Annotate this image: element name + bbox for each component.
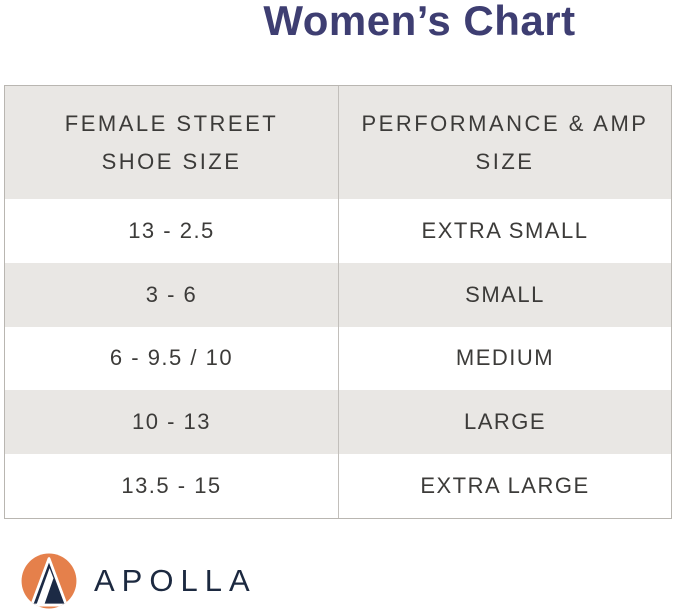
brand-name: APOLLA	[94, 563, 257, 598]
size-chart-table: FEMALE STREET SHOE SIZE PERFORMANCE & AM…	[4, 85, 672, 519]
table-cell-shoe-size: 6 - 9.5 / 10	[109, 345, 234, 371]
table-cell-garment-size: EXTRA SMALL	[338, 199, 671, 263]
column-header-performance-size: PERFORMANCE & AMP SIZE	[338, 86, 671, 199]
table-cell-shoe-size: 13 - 2.5	[128, 217, 215, 243]
table-cell-garment-size: MEDIUM	[338, 326, 671, 391]
brand-footer: APOLLA	[21, 553, 257, 609]
table-cell-shoe-size: 10 - 13	[5, 390, 338, 455]
table-cell-shoe-size: 3 - 6	[5, 262, 338, 327]
column-header-shoe-size: FEMALE STREET SHOE SIZE	[5, 86, 338, 199]
table-cell-garment-size: SMALL	[338, 262, 671, 327]
page-title: Women’s Chart	[263, 0, 576, 44]
apolla-a-icon	[21, 553, 77, 609]
table-cell-garment-size: LARGE	[338, 390, 671, 455]
table-cell-shoe-size: 13.5 - 15	[121, 473, 222, 499]
table-cell-garment-size: EXTRA LARGE	[338, 454, 671, 518]
